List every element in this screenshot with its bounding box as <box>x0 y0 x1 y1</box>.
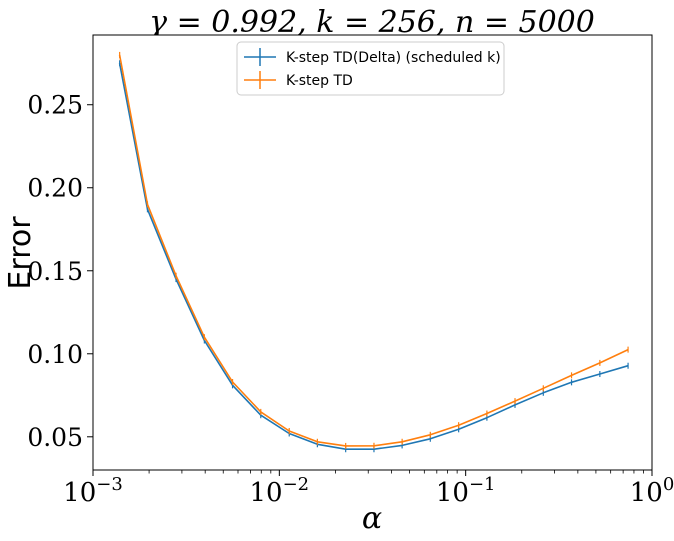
chart-title: γ = 0.992, k = 256, n = 5000 <box>149 5 595 40</box>
series-layer <box>118 51 629 453</box>
x-tick-label-2: 10−1 <box>436 474 496 508</box>
y-tick-label-1: 0.10 <box>27 340 83 369</box>
legend-entry-1: K-step TD <box>244 71 353 89</box>
y-tick-label-2: 0.15 <box>27 257 83 286</box>
y-tick-label-3: 0.20 <box>27 174 83 203</box>
legend-box <box>236 41 505 96</box>
plot-area <box>92 34 653 471</box>
x-minor-ticks <box>148 470 644 474</box>
legend: K-step TD(Delta) (scheduled k) K-step TD <box>236 41 505 96</box>
legend-label-0: K-step TD(Delta) (scheduled k) <box>286 50 501 66</box>
x-tick-label-0: 10−3 <box>63 474 123 508</box>
legend-entry-0: K-step TD(Delta) (scheduled k) <box>244 48 501 66</box>
y-axis-label: Error <box>3 216 38 290</box>
y-tick-label-4: 0.25 <box>27 91 83 120</box>
x-axis-label: α <box>362 501 382 536</box>
x-tick-label-3: 100 <box>630 474 674 508</box>
legend-label-1: K-step TD <box>286 73 353 89</box>
x-axis: 10−3 10−2 10−1 100 <box>63 470 674 508</box>
y-axis: 0.05 0.10 0.15 0.20 0.25 <box>27 91 93 452</box>
y-tick-label-0: 0.05 <box>27 423 83 452</box>
x-tick-label-1: 10−2 <box>250 474 310 508</box>
